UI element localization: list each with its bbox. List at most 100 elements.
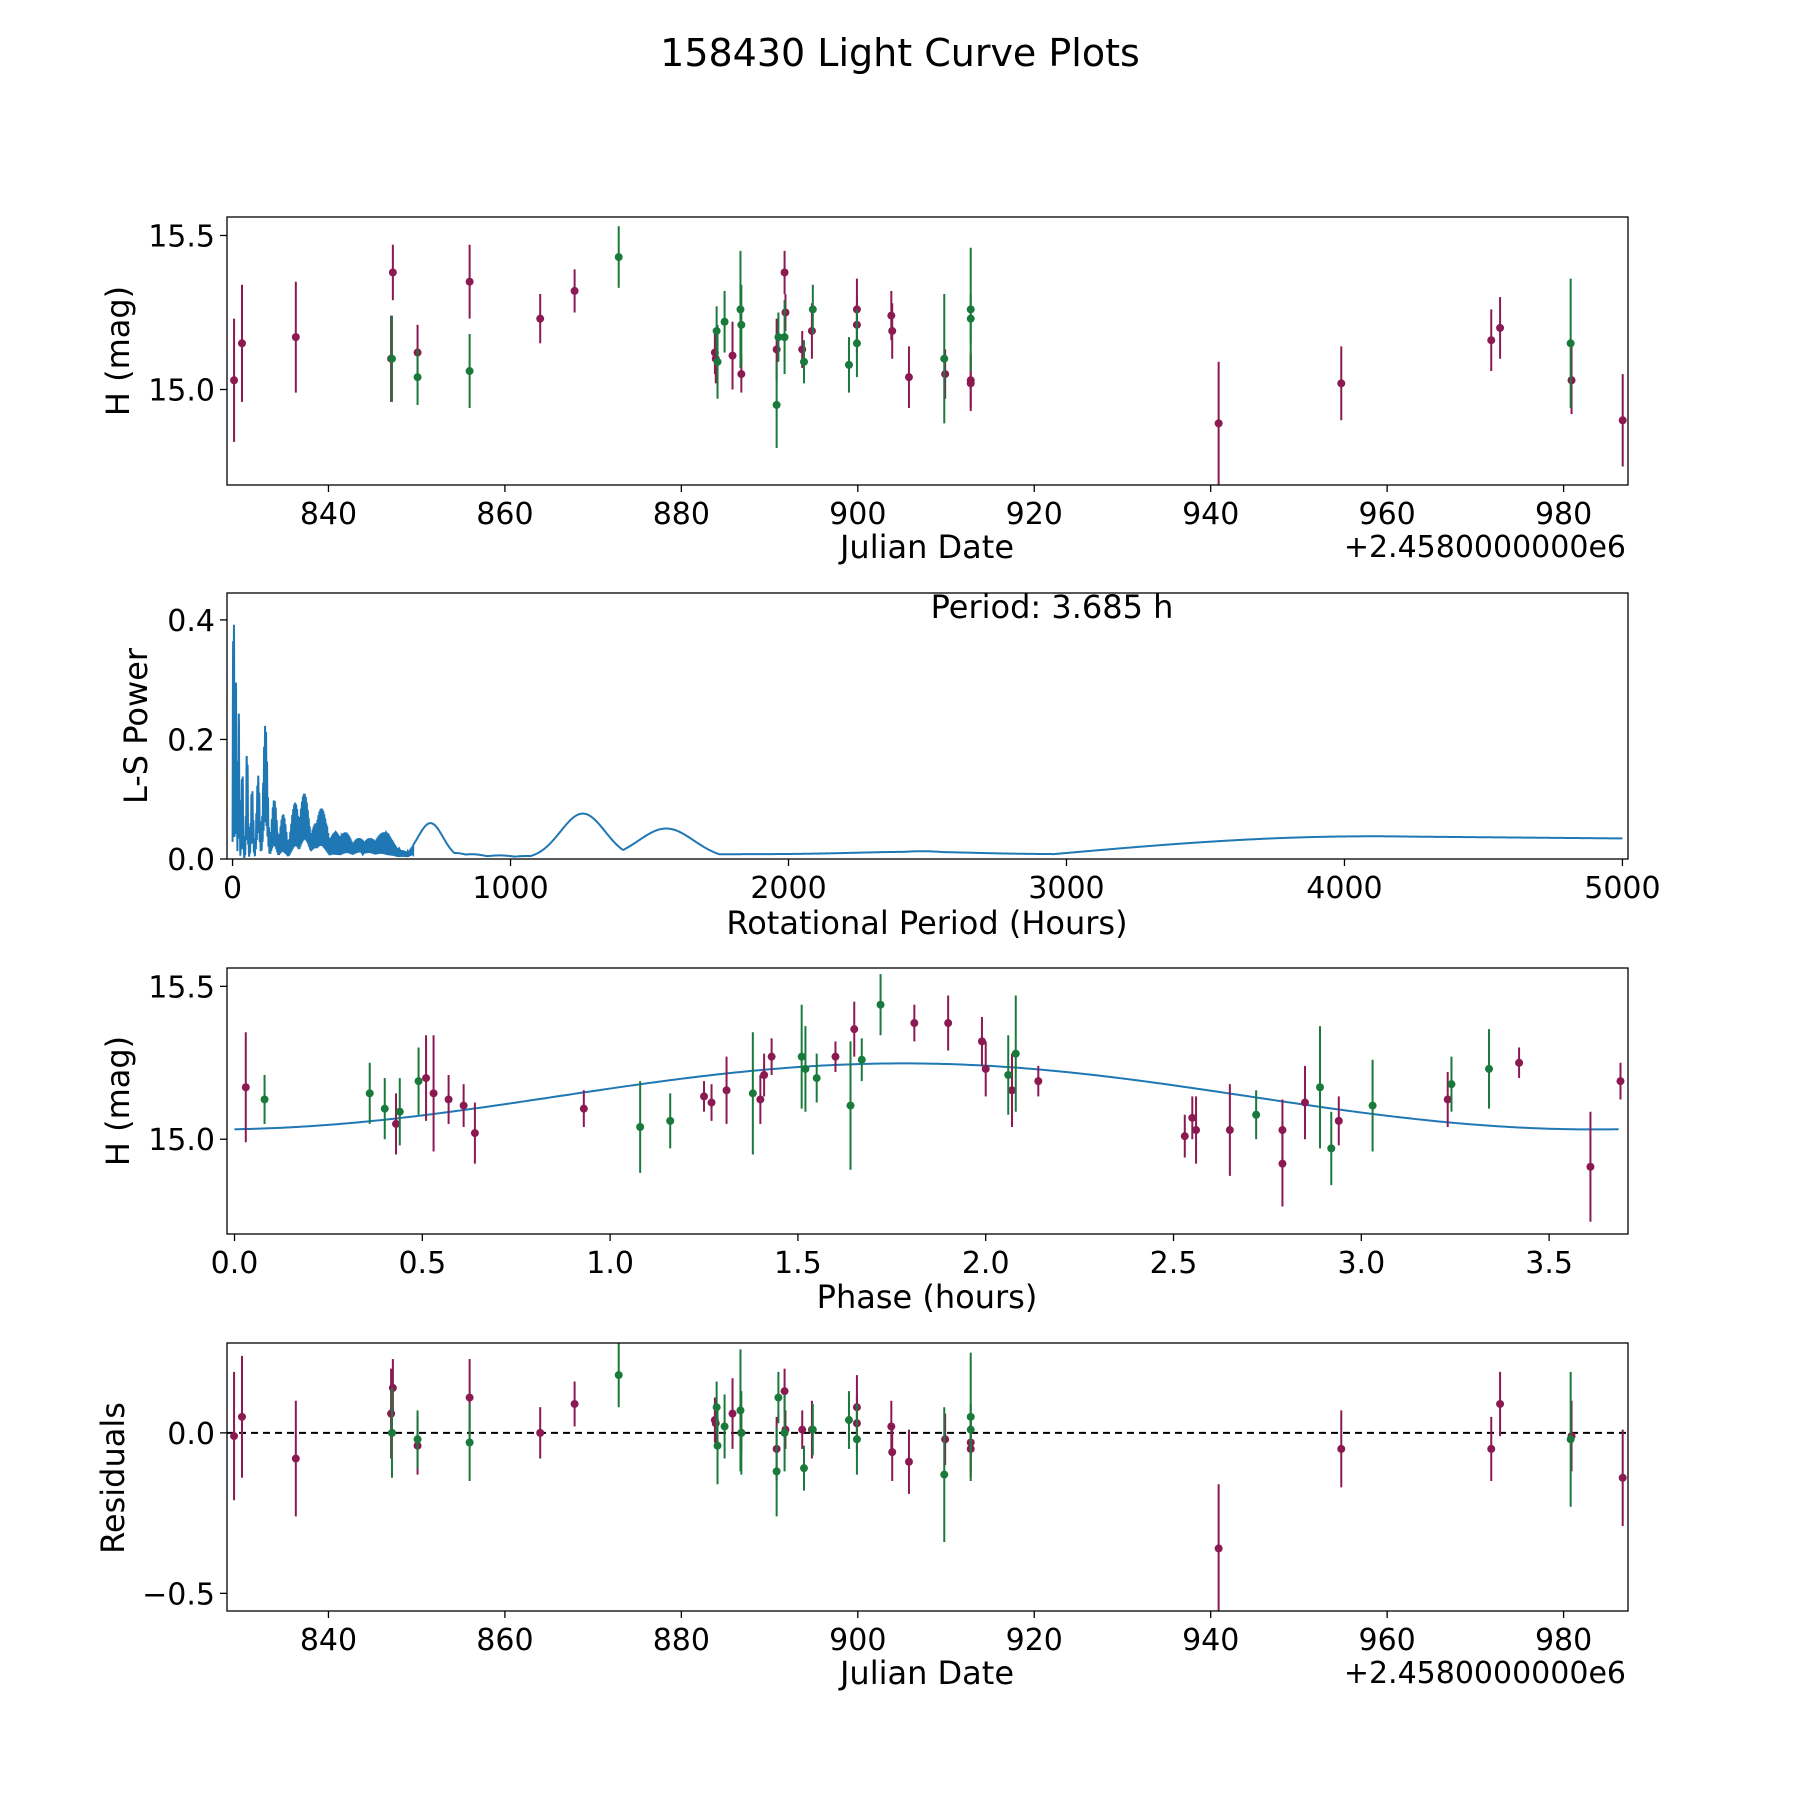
figure-title: 158430 Light Curve Plots xyxy=(660,31,1140,75)
light-curve-point-green xyxy=(465,367,474,376)
periodogram-x-tick-label: 2000 xyxy=(750,871,826,906)
residuals-point-purple xyxy=(291,1454,300,1463)
phased-curve-point-purple xyxy=(1278,1159,1287,1168)
residuals-offset-text: +2.4580000000e6 xyxy=(1344,1656,1626,1691)
phased-curve-point-purple xyxy=(392,1119,401,1128)
residuals-point-green xyxy=(720,1422,729,1431)
phased-curve-x-ticks: 0.0 0.5 1.0 1.5 2.0 2.5 3.0 3.5 xyxy=(211,1234,1573,1281)
light-curve-point-purple xyxy=(888,326,897,335)
periodogram-x-ticks: 0 1000 2000 3000 4000 5000 xyxy=(223,859,1661,906)
light-curve-x-tick-label: 860 xyxy=(476,497,533,532)
period-annotation: Period: 3.685 h xyxy=(931,588,1174,626)
light-curve-point-purple xyxy=(904,373,913,382)
light-curve-x-label: Julian Date xyxy=(838,528,1014,566)
residuals-point-purple xyxy=(536,1428,545,1437)
residuals-x-tick-label: 860 xyxy=(476,1623,533,1658)
light-curve-x-tick-label: 880 xyxy=(653,497,710,532)
residuals-y-ticks: −0.5 0.0 xyxy=(142,1417,227,1612)
light-curve-axes-frame xyxy=(226,216,1629,486)
phased-curve-point-green xyxy=(1316,1083,1325,1092)
residuals-x-tick-label: 960 xyxy=(1359,1623,1416,1658)
phased-curve-point-purple xyxy=(1515,1058,1524,1067)
light-curve-point-purple xyxy=(388,268,397,277)
phased-curve-point-purple xyxy=(944,1019,953,1028)
residuals-point-purple xyxy=(888,1448,897,1457)
residuals-point-green xyxy=(737,1428,746,1437)
phased-curve-plot-area xyxy=(234,974,1625,1222)
phased-curve-point-purple xyxy=(700,1092,709,1101)
residuals-point-purple xyxy=(1337,1444,1346,1453)
light-curve-offset-text: +2.4580000000e6 xyxy=(1344,530,1626,565)
phased-curve-point-purple xyxy=(831,1052,840,1061)
residuals-y-label: Residuals xyxy=(94,1402,132,1554)
light-curve-point-purple xyxy=(737,370,746,379)
residuals-x-tick-label: 900 xyxy=(829,1623,886,1658)
periodogram-axes-frame xyxy=(226,592,1629,860)
periodogram-y-tick-label: 0.0 xyxy=(167,843,215,878)
phased-curve-x-tick-label: 1.5 xyxy=(774,1246,822,1281)
light-curve-point-purple xyxy=(1214,419,1223,428)
residuals-point-purple xyxy=(230,1432,239,1441)
phased-curve-point-purple xyxy=(444,1095,453,1104)
residuals-x-tick-label: 840 xyxy=(300,1623,357,1658)
light-curve-y-tick-label: 15.5 xyxy=(148,219,215,254)
periodogram-x-label: Rotational Period (Hours) xyxy=(726,904,1127,942)
residuals-point-purple xyxy=(237,1412,246,1421)
phased-curve-x-tick-label: 1.0 xyxy=(586,1246,634,1281)
light-curve-point-green xyxy=(808,305,817,314)
phased-curve-point-green xyxy=(395,1107,404,1116)
residuals-y-tick-label: −0.5 xyxy=(142,1577,215,1612)
phased-curve-x-tick-label: 2.0 xyxy=(962,1246,1010,1281)
phased-curve-point-purple xyxy=(1443,1095,1452,1104)
residuals-point-green xyxy=(387,1428,396,1437)
phased-curve-point-green xyxy=(666,1116,675,1125)
residuals-y-tick-label: 0.0 xyxy=(167,1417,215,1452)
residuals-point-green xyxy=(614,1371,623,1380)
residuals-point-green xyxy=(780,1428,789,1437)
residuals-point-green xyxy=(713,1441,722,1450)
residuals-x-label: Julian Date xyxy=(838,1654,1014,1692)
light-curve-x-tick-label: 900 xyxy=(829,497,886,532)
phased-curve-point-green xyxy=(846,1101,855,1110)
periodogram-panel: 0 1000 2000 3000 4000 5000 0.0 0.2 0.4 Period: … xyxy=(117,588,1661,942)
phased-curve-x-label: Phase (hours) xyxy=(817,1278,1038,1316)
residuals-point-purple xyxy=(1496,1399,1505,1408)
light-curve-point-green xyxy=(852,339,861,348)
phased-model-curve xyxy=(234,1062,1619,1131)
residuals-point-green xyxy=(772,1467,781,1476)
residuals-point-green xyxy=(465,1438,474,1447)
light-curve-point-green xyxy=(780,333,789,342)
phased-curve-point-green xyxy=(801,1064,810,1073)
residuals-plot-area xyxy=(227,1343,1628,1611)
light-curve-point-purple xyxy=(728,351,737,360)
phased-curve-point-purple xyxy=(760,1071,769,1080)
residuals-point-green xyxy=(1566,1435,1575,1444)
periodogram-x-tick-label: 4000 xyxy=(1306,871,1382,906)
light-curve-point-green xyxy=(772,400,781,409)
residuals-point-purple xyxy=(728,1409,737,1418)
light-curve-point-purple xyxy=(1487,336,1496,345)
residuals-x-tick-label: 920 xyxy=(1006,1623,1063,1658)
light-curve-point-purple xyxy=(966,376,975,385)
phased-curve-point-purple xyxy=(1192,1126,1201,1135)
light-curve-point-purple xyxy=(291,333,300,342)
phased-curve-point-purple xyxy=(1034,1077,1043,1086)
phased-curve-point-green xyxy=(365,1089,374,1098)
phased-curve-panel: 0.0 0.5 1.0 1.5 2.0 2.5 3.0 3.5 15.0 15.5 Phase … xyxy=(99,967,1629,1316)
light-curve-point-purple xyxy=(798,345,807,354)
phased-curve-y-tick-label: 15.5 xyxy=(148,970,215,1005)
residuals-point-green xyxy=(940,1470,949,1479)
light-curve-y-label: H (mag) xyxy=(99,286,137,416)
residuals-point-purple xyxy=(570,1399,579,1408)
phased-curve-point-green xyxy=(748,1089,757,1098)
residuals-point-green xyxy=(844,1416,853,1425)
phased-curve-point-purple xyxy=(429,1089,438,1098)
phased-curve-point-purple xyxy=(1180,1132,1189,1141)
phased-curve-point-green xyxy=(1368,1101,1377,1110)
phased-curve-point-purple xyxy=(1188,1113,1197,1122)
light-curve-point-purple xyxy=(465,277,474,286)
phased-curve-x-tick-label: 0.0 xyxy=(211,1246,259,1281)
residuals-point-green xyxy=(852,1435,861,1444)
periodogram-plot-area xyxy=(231,624,1623,859)
